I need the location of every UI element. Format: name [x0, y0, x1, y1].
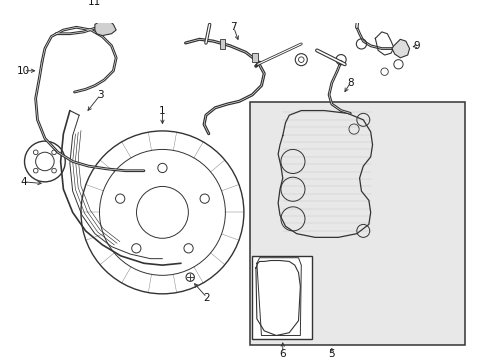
- Text: 11: 11: [88, 0, 101, 7]
- Bar: [250, 102, 465, 345]
- Text: 3: 3: [97, 90, 104, 100]
- Text: 6: 6: [279, 349, 286, 359]
- Circle shape: [184, 244, 193, 253]
- Circle shape: [200, 194, 209, 203]
- Circle shape: [132, 244, 141, 253]
- Text: 5: 5: [328, 349, 335, 359]
- Text: 4: 4: [20, 177, 27, 187]
- Circle shape: [116, 194, 125, 203]
- Bar: [220, 39, 225, 49]
- Text: 10: 10: [17, 66, 30, 76]
- Bar: [252, 53, 258, 62]
- Text: 8: 8: [347, 78, 354, 88]
- Text: 9: 9: [414, 41, 420, 51]
- Text: 7: 7: [230, 22, 237, 32]
- Text: 1: 1: [159, 105, 166, 116]
- Polygon shape: [392, 39, 410, 58]
- Polygon shape: [95, 21, 116, 36]
- Circle shape: [158, 163, 167, 172]
- Text: 2: 2: [203, 293, 210, 302]
- Bar: [252, 256, 313, 339]
